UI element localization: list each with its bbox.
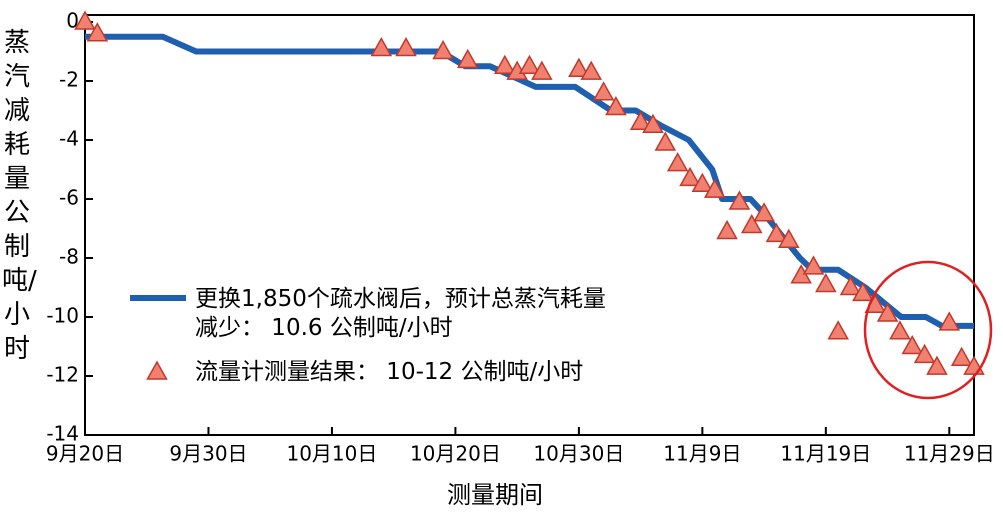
data-point (432, 39, 454, 60)
data-point (913, 343, 936, 364)
data-point (666, 152, 689, 172)
highlight-circle (863, 260, 993, 400)
data-point (740, 214, 763, 234)
data-point (753, 202, 775, 222)
data-point (802, 255, 825, 275)
data-point (852, 281, 874, 302)
legend-label: 更换1,850个疏水阀后，预计总蒸汽耗量 减少： 10.6 公制吨/小时 (195, 286, 606, 341)
x-tick-label: 10月20日 (410, 442, 501, 466)
data-point (938, 311, 961, 331)
data-point (568, 57, 590, 77)
y-tick-label: -8 (59, 245, 79, 269)
data-point (629, 110, 652, 131)
x-tick-label: 9月20日 (46, 442, 124, 466)
data-point (876, 302, 899, 322)
data-point (456, 48, 479, 69)
y-tick-label: 0 (66, 9, 79, 33)
data-point (642, 113, 664, 133)
x-axis-label: 测量期间 (447, 481, 543, 509)
x-tick-label: 9月30日 (169, 442, 247, 466)
frame (84, 14, 975, 436)
data-point (605, 96, 627, 116)
data-point (395, 37, 417, 57)
data-point (494, 54, 516, 74)
data-point (679, 166, 701, 187)
data-point (728, 190, 751, 210)
data-point (531, 60, 553, 80)
x-tick-label: 11月29日 (904, 442, 995, 466)
x-tick-label: 11月9日 (663, 442, 741, 466)
data-point (703, 178, 726, 198)
y-tick-label: -6 (59, 186, 79, 210)
data-point (765, 222, 788, 243)
x-tick-label: 11月19日 (780, 442, 871, 466)
data-point (926, 355, 948, 375)
data-point (580, 60, 603, 80)
y-tick-label: -2 (59, 68, 79, 92)
legend-label: 流量计测量结果： 10-12 公制吨/小时 (195, 359, 584, 385)
data-point (691, 172, 714, 192)
data-point (716, 219, 738, 240)
data-point (839, 275, 862, 296)
data-point (518, 54, 541, 74)
y-tick-label: -12 (46, 363, 79, 387)
data-line (85, 33, 974, 329)
data-point (74, 10, 96, 30)
data-point (370, 37, 393, 57)
y-axis-label: 蒸汽减耗量公制吨/小时 (2, 28, 37, 364)
data-point (592, 81, 615, 101)
data-point (827, 320, 849, 340)
data-point (86, 22, 109, 42)
y-tick-label: -10 (46, 304, 79, 328)
data-point (901, 334, 924, 355)
legend-swatch (146, 360, 168, 380)
data-point (889, 320, 911, 340)
data-point (815, 273, 837, 293)
data-point (654, 131, 677, 151)
y-tick-label: -14 (46, 422, 79, 446)
x-tick-label: 10月10日 (286, 442, 377, 466)
data-point (778, 228, 800, 249)
data-point (950, 346, 973, 367)
x-tick-label: 10月30日 (533, 442, 624, 466)
y-tick-label: -4 (59, 127, 79, 151)
